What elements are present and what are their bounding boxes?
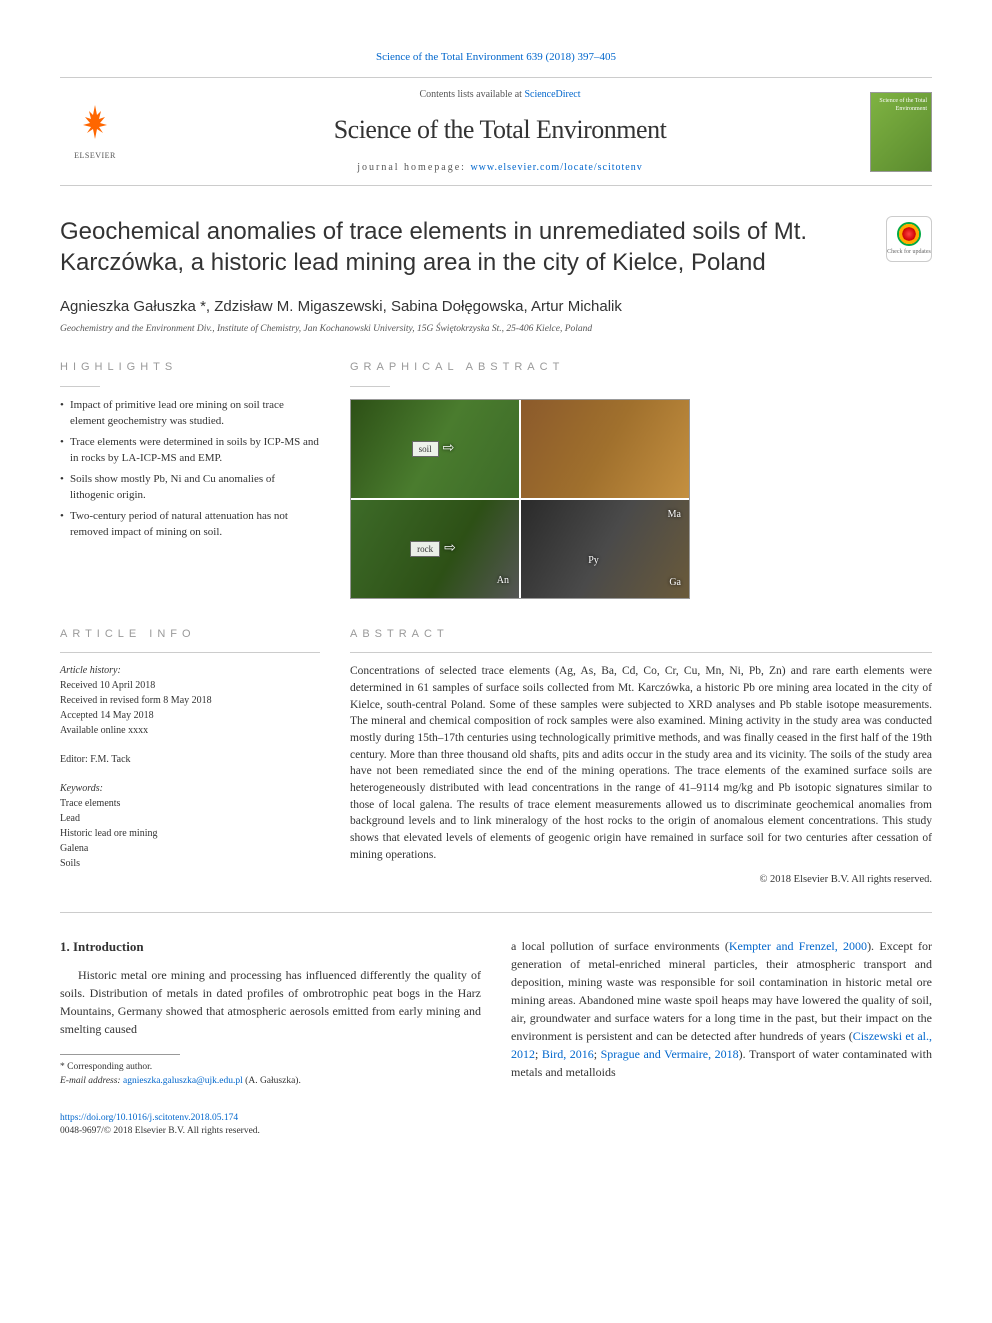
ga-soil-label: soil <box>412 441 439 458</box>
doi-link[interactable]: https://doi.org/10.1016/j.scitotenv.2018… <box>60 1113 238 1123</box>
keyword-item: Trace elements <box>60 796 320 811</box>
citation-link[interactable]: Sprague and Vermaire, 2018 <box>601 1047 739 1061</box>
article-info-heading: ARTICLE INFO <box>60 627 320 642</box>
author-affiliation: Geochemistry and the Environment Div., I… <box>60 323 932 336</box>
homepage-line: journal homepage: www.elsevier.com/locat… <box>130 161 870 175</box>
footnote-divider <box>60 1054 180 1055</box>
history-item: Received in revised form 8 May 2018 <box>60 693 320 708</box>
highlights-list: Impact of primitive lead ore mining on s… <box>60 397 320 541</box>
article-info-section: ARTICLE INFO Article history: Received 1… <box>60 627 320 871</box>
graphical-abstract-heading: GRAPHICAL ABSTRACT <box>350 360 932 375</box>
highlights-section: HIGHLIGHTS Impact of primitive lead ore … <box>60 360 320 540</box>
contents-line: Contents lists available at ScienceDirec… <box>130 88 870 102</box>
citation-header: Science of the Total Environment 639 (20… <box>60 50 932 65</box>
ga-mineral-ga: Ga <box>669 576 681 590</box>
abstract-text: Concentrations of selected trace element… <box>350 663 932 863</box>
issn-copyright: 0048-9697/© 2018 Elsevier B.V. All right… <box>60 1126 260 1136</box>
author-list: Agnieszka Gałuszka *, Zdzisław M. Migasz… <box>60 296 932 317</box>
highlight-item: Impact of primitive lead ore mining on s… <box>60 397 320 430</box>
sciencedirect-link[interactable]: ScienceDirect <box>524 89 580 100</box>
crossmark-icon <box>897 222 921 246</box>
keywords-label: Keywords: <box>60 781 320 796</box>
introduction-section: 1. Introduction Historic metal ore minin… <box>60 937 932 1088</box>
history-item: Available online xxxx <box>60 723 320 738</box>
abstract-section: ABSTRACT Concentrations of selected trac… <box>350 627 932 888</box>
footer-block: https://doi.org/10.1016/j.scitotenv.2018… <box>60 1112 932 1139</box>
keyword-item: Galena <box>60 841 320 856</box>
crossmark-button[interactable]: Check for updates <box>886 216 932 262</box>
body-paragraph: Historic metal ore mining and processing… <box>60 966 481 1038</box>
article-title: Geochemical anomalies of trace elements … <box>60 216 866 278</box>
ga-mineral-an: An <box>497 574 509 588</box>
crossmark-label: Check for updates <box>887 248 931 256</box>
body-paragraph: a local pollution of surface environment… <box>511 937 932 1081</box>
abstract-heading: ABSTRACT <box>350 627 932 642</box>
journal-cover-thumbnail: Science of the Total Environment <box>870 92 932 172</box>
history-item: Received 10 April 2018 <box>60 678 320 693</box>
highlights-heading: HIGHLIGHTS <box>60 360 320 375</box>
email-footnote: E-mail address: agnieszka.galuszka@ujk.e… <box>60 1075 481 1088</box>
citation-link[interactable]: Kempter and Frenzel, 2000 <box>729 939 867 953</box>
graphical-abstract-section: GRAPHICAL ABSTRACT soil⇨ rock⇨An Ma Py G… <box>350 360 932 598</box>
history-item: Accepted 14 May 2018 <box>60 708 320 723</box>
journal-header: ELSEVIER Contents lists available at Sci… <box>60 77 932 185</box>
publisher-name: ELSEVIER <box>60 150 130 161</box>
publisher-logo: ELSEVIER <box>60 101 130 161</box>
editor-label: Editor: <box>60 754 90 765</box>
elsevier-tree-icon <box>60 101 130 150</box>
highlight-item: Two-century period of natural attenuatio… <box>60 508 320 541</box>
introduction-heading: 1. Introduction <box>60 937 481 957</box>
ga-mineral-py: Py <box>588 554 599 568</box>
section-divider <box>60 912 932 913</box>
corresponding-email-link[interactable]: agnieszka.galuszka@ujk.edu.pl <box>123 1076 243 1086</box>
ga-rock-label: rock <box>410 541 440 558</box>
abstract-copyright: © 2018 Elsevier B.V. All rights reserved… <box>350 873 932 888</box>
highlight-item: Soils show mostly Pb, Ni and Cu anomalie… <box>60 471 320 504</box>
keyword-item: Historic lead ore mining <box>60 826 320 841</box>
citation-link[interactable]: Science of the Total Environment 639 (20… <box>376 51 616 63</box>
citation-link[interactable]: Bird, 2016 <box>542 1047 594 1061</box>
graphical-abstract-image: soil⇨ rock⇨An Ma Py Ga <box>350 399 690 599</box>
ga-mineral-ma: Ma <box>668 508 681 522</box>
journal-name: Science of the Total Environment <box>130 112 870 148</box>
editor-name: F.M. Tack <box>90 754 130 765</box>
highlight-item: Trace elements were determined in soils … <box>60 434 320 467</box>
history-label: Article history: <box>60 663 320 678</box>
corresponding-footnote: * Corresponding author. <box>60 1061 481 1074</box>
keyword-item: Lead <box>60 811 320 826</box>
homepage-link[interactable]: www.elsevier.com/locate/scitotenv <box>470 162 642 173</box>
keyword-item: Soils <box>60 856 320 871</box>
